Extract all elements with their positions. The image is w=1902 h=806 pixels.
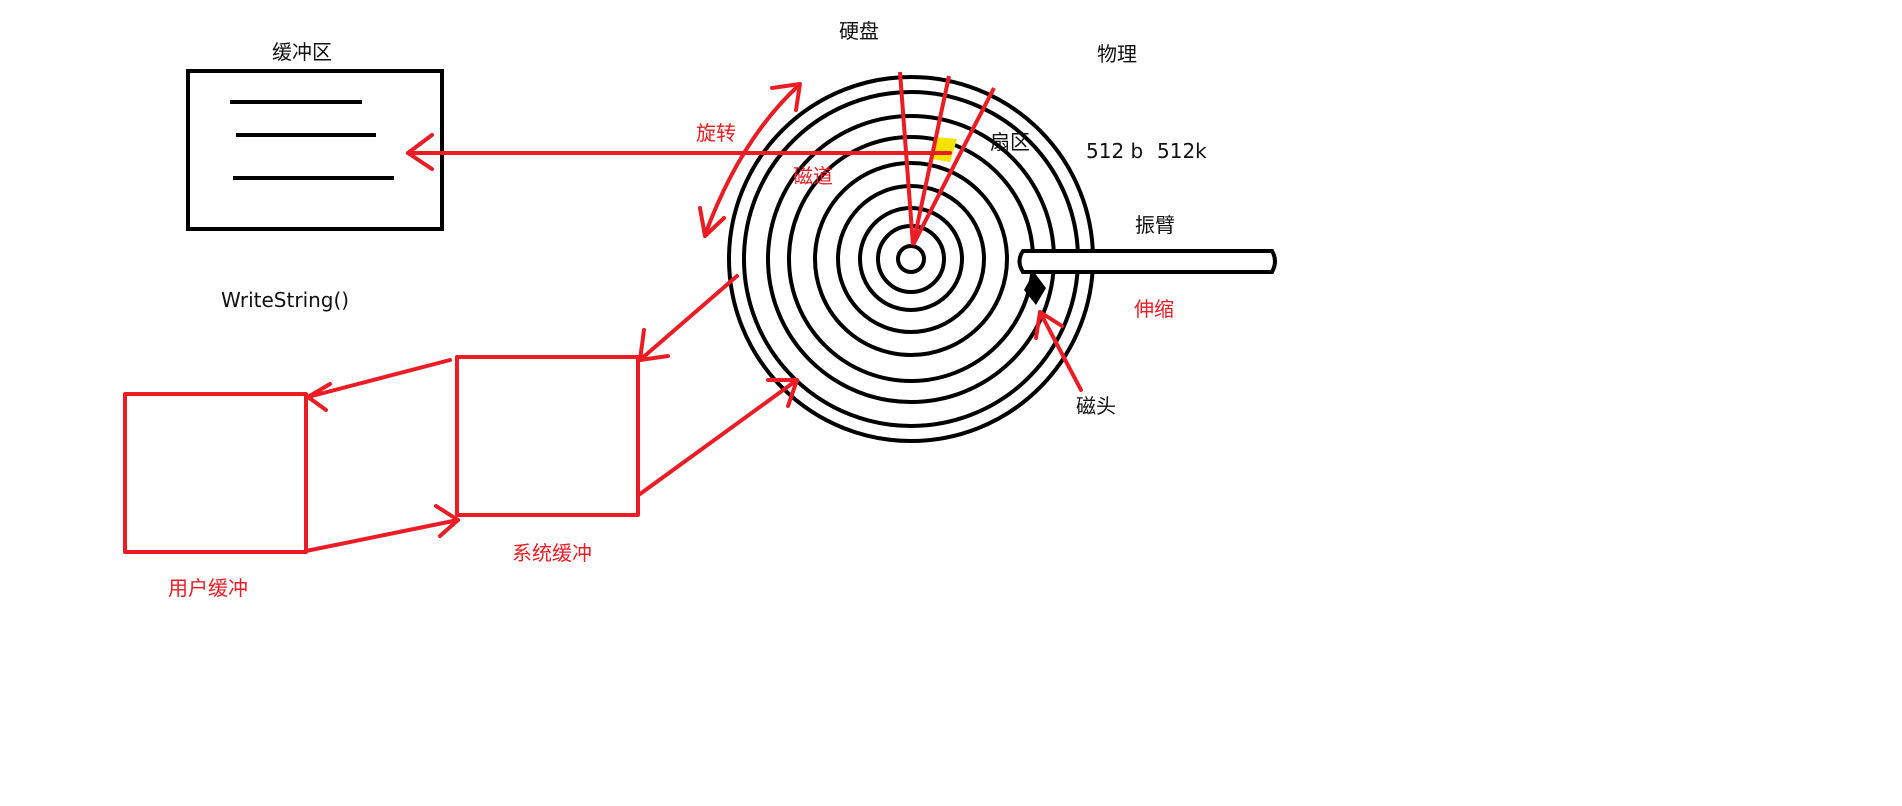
- arrow-system-to-disk: [638, 378, 799, 496]
- track-ring: [896, 244, 926, 274]
- red-flow: [123, 82, 1083, 554]
- rotate-arrow: [703, 84, 800, 237]
- user-buffer-label: 用户缓冲: [168, 576, 248, 600]
- arm-label: 振臂: [1135, 213, 1175, 237]
- write-function-label: WriteString(): [221, 288, 350, 312]
- sector-lines: [898, 71, 996, 246]
- track-ring: [836, 184, 986, 334]
- arm: [1017, 249, 1277, 274]
- track-ring: [813, 161, 1009, 357]
- physical-label: 物理: [1097, 42, 1137, 66]
- buffer-label: 缓冲区: [272, 40, 332, 64]
- arrow-user-to-system: [304, 518, 460, 553]
- arrow-system-to-user: [306, 358, 452, 399]
- track-ring: [766, 114, 1056, 404]
- read-head: [1024, 272, 1046, 305]
- system-buffer-box: [455, 355, 640, 517]
- buffer-box: [186, 69, 444, 231]
- size-k-label: 512k: [1157, 139, 1207, 163]
- arrow-disk-to-system: [638, 274, 739, 362]
- sector-label: 扇区: [990, 130, 1030, 154]
- head-label: 磁头: [1076, 394, 1116, 418]
- system-buffer-label: 系统缓冲: [512, 541, 592, 565]
- rotate-label: 旋转: [696, 121, 736, 145]
- size-b-label: 512 b: [1086, 139, 1144, 163]
- extend-label: 伸缩: [1134, 297, 1174, 321]
- disk-label: 硬盘: [839, 19, 879, 43]
- arrow-head: [1038, 310, 1083, 392]
- track-label: 磁道: [793, 164, 833, 188]
- sector-highlight: [932, 137, 957, 162]
- user-buffer-box: [123, 392, 308, 554]
